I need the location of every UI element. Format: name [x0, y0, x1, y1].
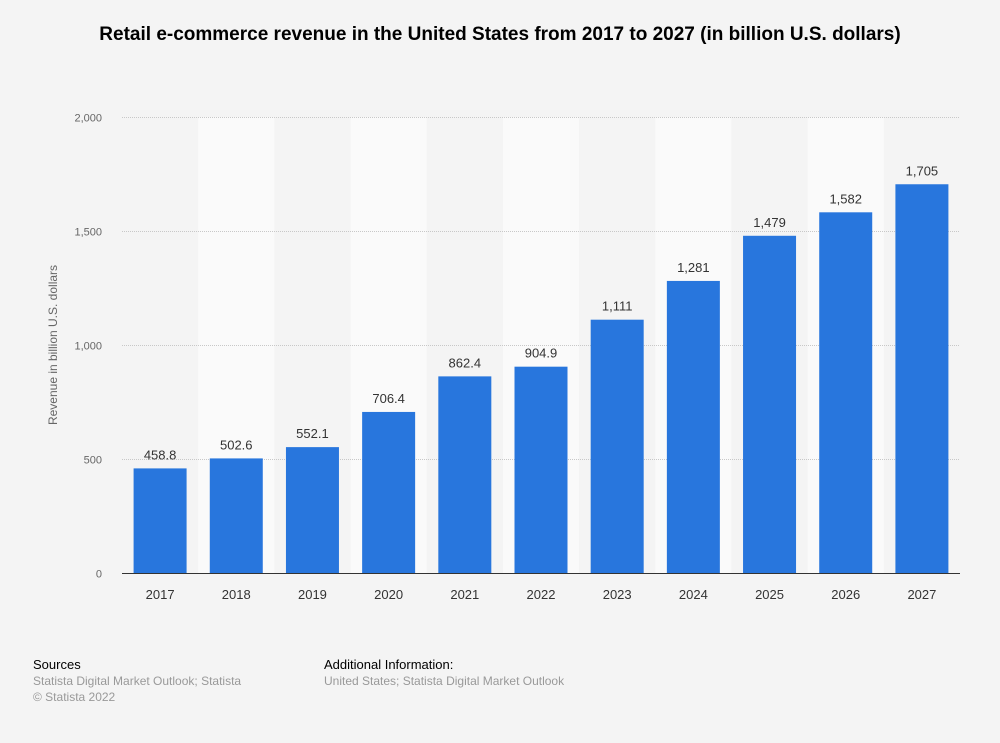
- x-tick-label: 2027: [907, 587, 936, 602]
- x-tick-label: 2022: [527, 587, 556, 602]
- data-label: 1,479: [753, 215, 786, 230]
- bar-2018: [209, 458, 263, 573]
- data-label: 502.6: [220, 437, 253, 452]
- sources-text[interactable]: Statista Digital Market Outlook; Statist…: [33, 674, 242, 688]
- data-label: 1,281: [677, 260, 710, 275]
- x-tick-label: 2026: [831, 587, 860, 602]
- sources-heading: Sources: [33, 657, 81, 672]
- x-tick-label: 2023: [603, 587, 632, 602]
- data-label: 552.1: [296, 426, 329, 441]
- copyright: © Statista 2022: [33, 690, 116, 704]
- y-tick-label: 500: [84, 455, 102, 467]
- bar-chart: 0 500 1,000 1,500 2,000 458.8 2017 502.6 2018 55…: [46, 113, 960, 602]
- data-label: 458.8: [144, 447, 177, 462]
- y-tick-label: 1,500: [74, 227, 102, 239]
- bar-2025: [743, 235, 797, 573]
- chart-title: Retail e-commerce revenue in the United …: [99, 24, 901, 45]
- bar-2020: [362, 411, 416, 573]
- bar-2023: [590, 319, 644, 573]
- x-tick-label: 2021: [450, 587, 479, 602]
- data-label: 1,582: [829, 191, 862, 206]
- y-tick-label: 1,000: [74, 341, 102, 353]
- x-tick-label: 2024: [679, 587, 708, 602]
- x-tick-label: 2019: [298, 587, 327, 602]
- x-tick-label: 2020: [374, 587, 403, 602]
- bars: 458.8 2017 502.6 2018 552.1 2019 706.4 2020 862.…: [133, 163, 949, 602]
- additional-info-section: Additional Information: United States; S…: [324, 657, 564, 689]
- bar-2021: [438, 376, 492, 573]
- data-label: 904.9: [525, 346, 558, 361]
- x-tick-label: 2018: [222, 587, 251, 602]
- y-tick-label: 0: [96, 569, 102, 581]
- x-tick-label: 2025: [755, 587, 784, 602]
- additional-info-heading: Additional Information:: [324, 657, 454, 672]
- bar-2024: [666, 280, 720, 573]
- y-tick-label: 2,000: [74, 113, 102, 125]
- additional-info-text: United States; Statista Digital Market O…: [324, 674, 565, 688]
- data-label: 862.4: [449, 355, 482, 370]
- data-label: 1,111: [602, 299, 633, 314]
- sources-section: Sources Statista Digital Market Outlook;…: [33, 657, 241, 705]
- bar-2026: [819, 212, 873, 573]
- bar-2017: [133, 468, 187, 573]
- bar-2027: [895, 184, 949, 573]
- y-axis-label: Revenue in billion U.S. dollars: [46, 265, 60, 425]
- bar-2019: [285, 447, 339, 573]
- bar-2022: [514, 366, 568, 573]
- data-label: 706.4: [372, 391, 405, 406]
- data-label: 1,705: [906, 163, 939, 178]
- x-tick-label: 2017: [146, 587, 175, 602]
